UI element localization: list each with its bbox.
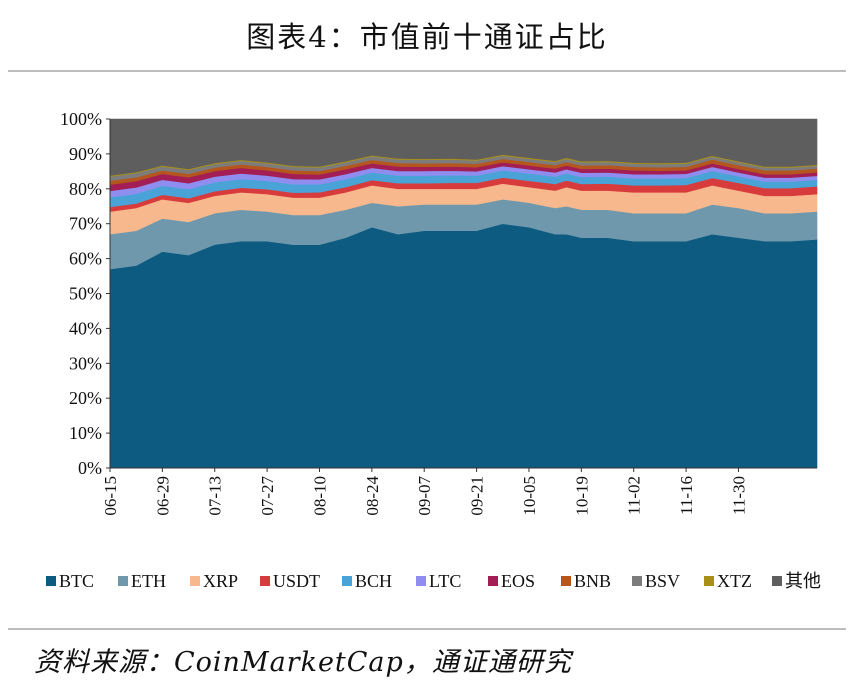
- legend-swatch-BSV: [632, 576, 642, 586]
- area-BTC: [109, 223, 818, 469]
- x-tick-label: 08-24: [363, 476, 382, 516]
- legend-swatch-USDT: [260, 576, 270, 586]
- y-tick-label: 50%: [69, 284, 102, 304]
- y-tick-label: 20%: [69, 388, 102, 408]
- legend-label-XTZ: XTZ: [717, 571, 752, 591]
- x-tick-label: 11-16: [677, 476, 696, 515]
- y-axis: 0% 10% 20% 30% 40% 50% 60% 70% 80% 90% 100%: [60, 109, 111, 478]
- area-series-group: [109, 118, 818, 469]
- source-divider: [8, 628, 846, 630]
- x-axis: 06-15 06-29 07-13 07-27 08-10 08-24 09-07 09-21…: [101, 467, 817, 516]
- legend-label-XRP: XRP: [203, 571, 238, 591]
- legend-label-USDT: USDT: [273, 571, 320, 591]
- y-tick-label: 60%: [69, 249, 102, 269]
- x-tick-label: 11-30: [729, 476, 748, 515]
- legend-label-BSV: BSV: [645, 571, 680, 591]
- legend-label-BCH: BCH: [355, 571, 392, 591]
- x-tick-label: 06-29: [153, 476, 172, 516]
- x-tick-label: 11-02: [625, 476, 644, 515]
- title-divider: [8, 70, 846, 72]
- legend-swatch-BCH: [342, 576, 352, 586]
- legend-label-ETH: ETH: [131, 571, 166, 591]
- x-tick-label: 10-19: [572, 476, 591, 516]
- chart-title: 图表4：市值前十通证占比: [246, 20, 608, 54]
- x-tick-label: 09-07: [415, 476, 434, 516]
- legend-label-LTC: LTC: [429, 571, 461, 591]
- y-tick-label: 10%: [69, 423, 102, 443]
- x-tick-label: 07-27: [258, 476, 277, 516]
- legend-swatch-BNB: [561, 576, 571, 586]
- legend: BTC ETH XRP USDT BCH LTC EOS BNB BSV XTZ 其他: [46, 571, 821, 591]
- legend-label-其他: 其他: [785, 571, 821, 591]
- legend-label-BNB: BNB: [574, 571, 611, 591]
- y-tick-label: 90%: [69, 144, 102, 164]
- legend-swatch-EOS: [488, 576, 498, 586]
- legend-label-EOS: EOS: [501, 571, 535, 591]
- legend-swatch-其他: [772, 576, 782, 586]
- source-note: 资料来源：CoinMarketCap，通证通研究: [34, 647, 572, 678]
- y-tick-label: 100%: [60, 109, 102, 129]
- x-tick-label: 09-21: [468, 476, 487, 516]
- x-tick-label: 06-15: [101, 476, 120, 516]
- legend-label-BTC: BTC: [59, 571, 94, 591]
- y-tick-label: 80%: [69, 179, 102, 199]
- y-tick-label: 0%: [78, 458, 102, 478]
- stacked-area-chart: 0%10%20%30%40%50%60%70%80%90%100% 06-15 0…: [46, 109, 821, 591]
- x-tick-label: 08-10: [310, 476, 329, 516]
- area-其他: [109, 118, 818, 176]
- y-tick-label: 30%: [69, 353, 102, 373]
- legend-swatch-XRP: [190, 576, 200, 586]
- legend-swatch-LTC: [416, 576, 426, 586]
- x-tick-label: 10-05: [520, 476, 539, 516]
- x-tick-label: 07-13: [206, 476, 225, 516]
- y-tick-label: 40%: [69, 318, 102, 338]
- legend-swatch-BTC: [46, 576, 56, 586]
- y-tick-label: 70%: [69, 214, 102, 234]
- legend-swatch-ETH: [118, 576, 128, 586]
- legend-swatch-XTZ: [704, 576, 714, 586]
